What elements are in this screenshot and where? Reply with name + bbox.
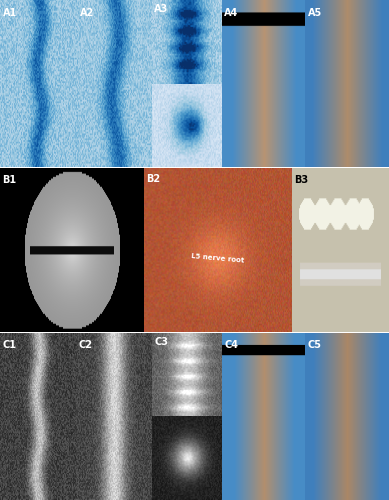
Text: A5: A5: [308, 8, 322, 18]
Text: B3: B3: [294, 175, 308, 185]
Text: B2: B2: [146, 174, 160, 184]
Text: L5 nerve root: L5 nerve root: [191, 253, 245, 264]
Text: C5: C5: [308, 340, 322, 349]
Text: C2: C2: [78, 340, 92, 349]
Text: C4: C4: [224, 340, 238, 349]
Text: B1: B1: [2, 175, 17, 185]
Text: C1: C1: [2, 340, 16, 349]
Text: A1: A1: [2, 8, 17, 18]
Text: A3: A3: [154, 4, 168, 14]
Text: A2: A2: [80, 8, 95, 18]
Text: A4: A4: [224, 8, 238, 18]
Text: C3: C3: [154, 337, 168, 347]
